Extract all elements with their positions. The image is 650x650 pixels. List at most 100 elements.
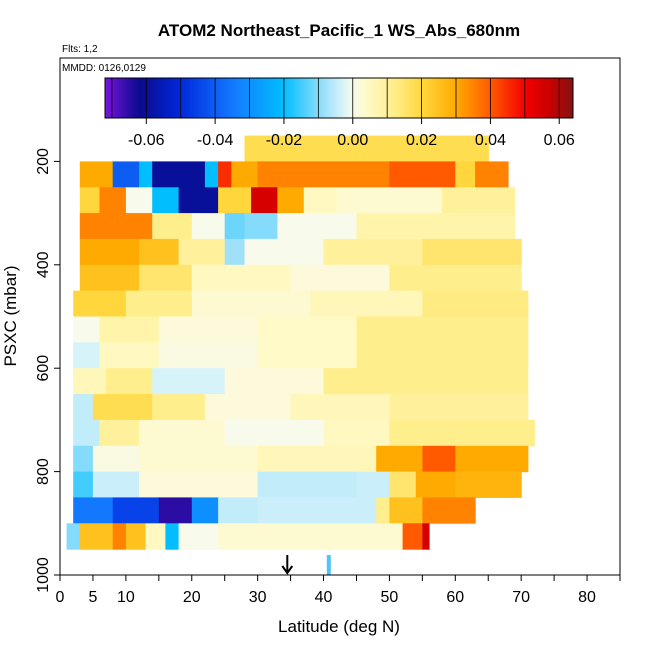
heatmap-cell [290,264,390,292]
x-tick-label: 60 [446,589,464,606]
heatmap-cell [323,419,390,447]
heatmap-cell [323,238,423,266]
heatmap-cell [191,213,226,240]
heatmap-cell [79,238,140,266]
heatmap-cell [257,497,377,524]
heatmap-cell [106,368,153,395]
heatmap-cell [204,161,219,188]
x-tick-label: 10 [117,589,135,606]
x-tick-label: 20 [183,589,201,606]
heatmap-cell [422,238,522,266]
heatmap-cell [178,523,219,550]
heatmap-cell [389,161,456,188]
heatmap-cell [152,368,226,395]
heatmap-cell [125,187,153,214]
heatmap-cell [218,187,252,214]
x-tick-label: 80 [578,589,596,606]
x-axis: 0 5 10 20 30 40 50 60 70 80 [56,575,621,606]
heatmap-cell [224,238,246,266]
x-tick-label: 50 [381,589,399,606]
heatmap-cell [257,161,390,188]
heatmap-cell [191,497,219,524]
heatmap-cell [402,523,423,550]
heatmap-cell [290,394,390,421]
colorbar-tick-label: -0.04 [197,132,234,149]
heatmap-cell [191,290,311,317]
heatmap-cell [145,523,166,550]
heatmap-cell [376,497,390,524]
heatmap-cell [99,342,160,369]
colorbar-tick-label: 0.04 [475,132,506,149]
heatmap-cell [125,290,193,317]
heatmap-cell [112,161,140,188]
colorbar-tick-label: -0.06 [128,132,165,149]
heatmap-cells [66,135,535,550]
heatmap-cell [73,419,101,447]
heatmap-cell [112,523,127,550]
y-tick-label: 200 [35,148,52,175]
heatmap-cell [73,471,94,498]
plot-frame [59,57,621,576]
heatmap-cell [92,471,140,498]
heatmap-cell [79,213,153,240]
heatmap-cell [422,445,456,473]
heatmap-cell [178,238,226,266]
heatmap-cell [224,213,246,240]
y-tick-label: 400 [35,251,52,278]
heatmap-cell [73,316,101,343]
heatmap-cell [475,161,509,188]
heatmap-cell [191,264,292,292]
heatmap-cell [218,161,232,188]
heatmap-cell [66,523,81,550]
heatmap-cell [158,342,259,369]
heatmap-cell [389,471,417,498]
x-tick-label: 30 [249,589,267,606]
heatmap-cell [257,471,357,498]
heatmap-cell [79,187,101,214]
heatmap-cell [389,394,529,421]
y-tick-label: 600 [35,355,52,382]
heatmap-cell [152,213,193,240]
colorbar-tick-label: 0.02 [406,132,437,149]
heatmap-cell [303,187,338,214]
heatmap-cell [356,471,390,498]
heatmap-cell [389,497,423,524]
heatmap-cell [152,394,206,421]
colorbar-tick-label: 0.06 [544,132,575,149]
y-axis: 200 400 600 800 1000 [35,148,60,593]
heatmap-cell [73,497,114,524]
heatmap-cell [139,445,259,473]
heatmap-cell [125,523,147,550]
heatmap-cell [224,419,325,447]
heatmap-cell [92,394,153,421]
heatmap-cell [257,445,377,473]
heatmap-cell [422,523,430,550]
heatmap-cell [257,342,357,369]
heatmap-cell [323,368,529,395]
heatmap-cell [73,368,107,395]
heatmap-cell [139,419,226,447]
heatmap-cell [79,264,140,292]
heatmap-cell [356,342,529,369]
heatmap-cell [244,238,325,266]
colorbar [104,77,574,119]
heatmap-cell [139,161,153,188]
y-tick-label: 800 [35,458,52,485]
x-axis-label: Latitude (deg N) [278,617,400,636]
heatmap-cell [218,523,404,550]
heatmap-cell [224,368,325,395]
heatmap-cell [99,187,127,214]
heatmap-cell [99,419,140,447]
heatmap-cell [139,264,193,292]
heatmap-cell [310,290,423,317]
heatmap-cell [415,471,456,498]
heatmap-cell [389,264,522,292]
heatmap-cell [139,471,259,498]
heatmap-cell [422,497,476,524]
heatmap-cell [277,187,305,214]
heatmap-cell [356,316,529,343]
heatmap-cell [455,471,522,498]
heatmap-cell [73,342,101,369]
heatmap-cell [152,187,180,214]
